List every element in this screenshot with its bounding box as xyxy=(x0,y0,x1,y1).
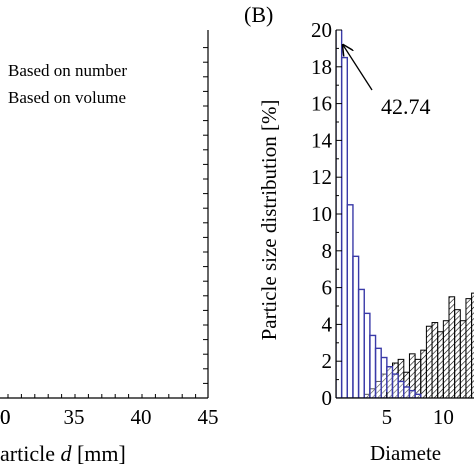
y-tick-label: 16 xyxy=(311,92,332,116)
number-bar xyxy=(369,334,377,398)
number-bar xyxy=(374,347,382,398)
y-tick-label: 10 xyxy=(311,202,332,226)
number-bar xyxy=(352,255,360,398)
y-tick-label: 6 xyxy=(322,276,333,300)
left-x-axis-label: article d [mm] xyxy=(0,441,126,466)
volume-bar xyxy=(465,298,473,398)
left-x-tick-label: 0 xyxy=(0,405,11,429)
panel-label: (B) xyxy=(244,2,273,27)
x-axis-label: Diamete xyxy=(370,441,441,465)
volume-bar xyxy=(442,320,450,398)
left-x-tick-label: 50 xyxy=(0,405,11,429)
y-tick-label: 0 xyxy=(322,386,333,410)
x-ticks: 5 10 xyxy=(382,392,454,429)
bars-group xyxy=(336,30,474,398)
y-tick-label: 2 xyxy=(322,349,333,373)
annotation-label: 42.74 xyxy=(381,94,431,119)
x-tick-label: 5 xyxy=(382,405,393,429)
legend-label-volume: Based on volume xyxy=(8,88,126,107)
volume-bar xyxy=(414,358,422,398)
volume-bar xyxy=(420,349,427,398)
left-x-tick-label: 35 xyxy=(64,405,85,429)
volume-bar xyxy=(471,292,474,398)
number-bar xyxy=(340,56,348,398)
volume-bar xyxy=(448,296,456,398)
left-panel-ticks: 0 35 40 45 50 xyxy=(0,47,219,429)
number-bar xyxy=(336,30,343,398)
legend-label-number: Based on number xyxy=(8,61,127,80)
number-bar xyxy=(391,373,399,398)
left-x-tick-label: 45 xyxy=(198,405,219,429)
number-bar xyxy=(397,380,405,398)
number-bar xyxy=(403,386,411,398)
left-x-tick-label: 40 xyxy=(131,405,152,429)
volume-bar xyxy=(459,320,467,398)
y-axis-label: Particle size distribution [%] xyxy=(257,100,281,341)
y-tick-label: 20 xyxy=(311,18,332,42)
y-ticks: 0 2 4 6 8 10 12 14 16 18 20 xyxy=(311,18,342,410)
number-bar xyxy=(363,312,371,398)
number-bar xyxy=(408,389,416,398)
y-tick-label: 4 xyxy=(322,312,333,336)
volume-bar xyxy=(454,309,461,398)
number-bar xyxy=(386,366,394,398)
right-panel: (B) Particle size distribution [%] 0 2 4 6 8… xyxy=(244,2,474,465)
x-tick-label: 10 xyxy=(433,405,454,429)
annotation-arrow xyxy=(343,45,373,91)
number-bar xyxy=(414,393,422,398)
number-bar xyxy=(346,204,354,398)
volume-bar xyxy=(437,331,444,398)
y-tick-label: 18 xyxy=(311,55,332,79)
left-panel: 0 35 40 45 50 Based on number Based on volum… xyxy=(0,30,219,466)
y-tick-label: 12 xyxy=(311,165,332,189)
y-tick-label: 8 xyxy=(322,239,333,263)
y-tick-label: 14 xyxy=(311,128,333,152)
volume-bar xyxy=(425,325,433,398)
volume-bar xyxy=(431,322,439,398)
number-bar xyxy=(357,288,365,398)
number-bar xyxy=(380,356,388,398)
